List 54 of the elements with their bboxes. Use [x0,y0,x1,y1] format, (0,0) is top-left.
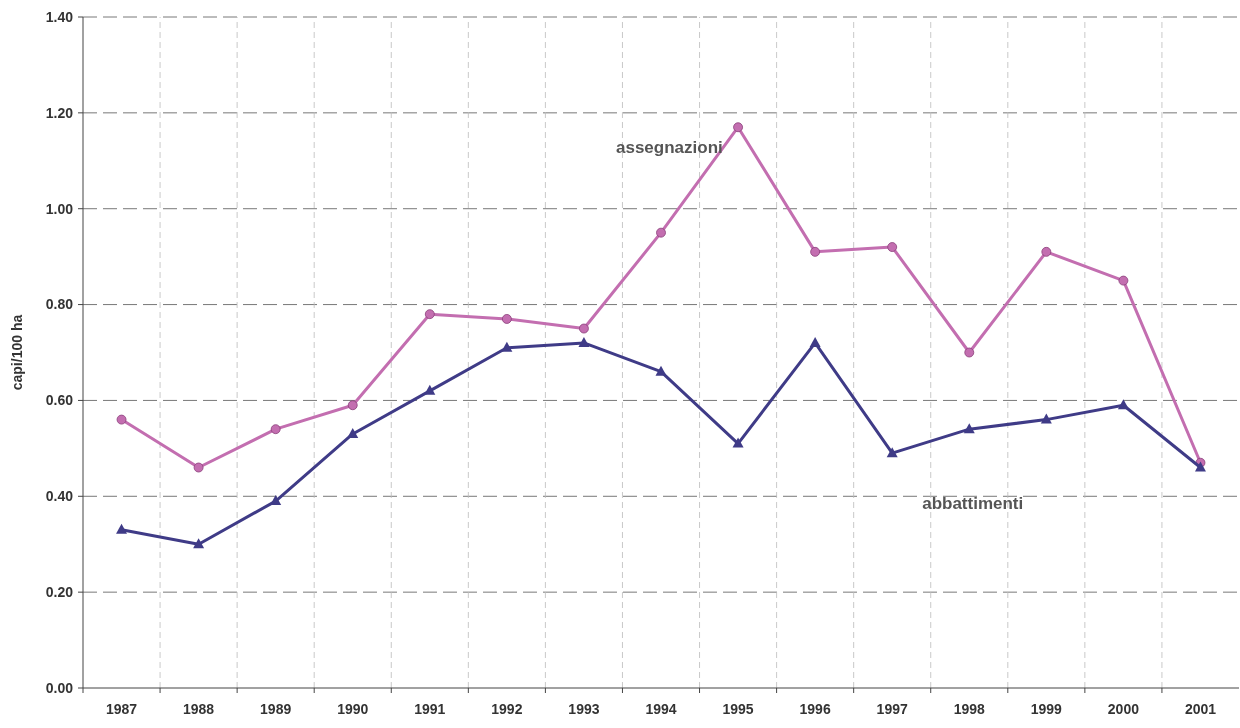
x-tick-label: 2001 [1184,701,1217,717]
point [116,414,127,425]
point [656,227,666,238]
y-tick-label: 0.20 [45,584,74,601]
x-tick-label: 1998 [953,701,986,717]
point [655,365,667,376]
y-tick-label: 1.40 [45,8,74,25]
point [501,341,513,352]
point [809,336,821,347]
point [347,427,359,438]
point [193,462,204,473]
point [424,309,435,320]
text: abbattimenti [922,494,1024,514]
point [963,423,975,434]
y-tick-label: 0.00 [45,679,74,696]
x-tick-label: 1994 [645,701,677,717]
y-axis-title: capi/100 ha [9,314,25,391]
x-tick-label: 1996 [799,701,831,717]
point [732,437,744,448]
point [193,538,205,549]
series-label: assegnazioni [616,137,723,157]
point [116,523,128,534]
x-tick-label: 1997 [876,701,908,717]
x-tick-label: 1989 [260,701,292,717]
y-tick-label: 1.00 [45,200,74,217]
point [1041,246,1052,257]
x-tick-label: 1991 [414,701,446,717]
point [347,400,358,411]
point [424,384,436,395]
y-tick-label: 0.40 [45,488,74,505]
x-tick-label: 1990 [337,701,369,717]
y-tick-label: 1.20 [45,104,74,121]
x-tick-label: 2000 [1107,701,1140,717]
point [886,447,898,458]
point [579,323,589,334]
point [1117,399,1129,410]
x-tick-label: 1992 [491,701,523,717]
point [810,246,821,257]
x-tick-label: 1988 [183,701,215,717]
point [270,424,281,435]
point [1118,275,1129,286]
point [1194,461,1206,472]
x-tick-label: 1995 [722,701,754,717]
point [964,347,975,358]
x-tick-label: 1987 [105,701,138,717]
point [887,242,898,252]
y-tick-label: 0.80 [45,296,74,313]
point [578,336,590,347]
point [1040,413,1052,424]
x-tick-label: 1993 [568,701,600,717]
x-tick-label: 1999 [1030,701,1063,717]
y-tick-label: 0.60 [45,392,74,409]
point [501,314,512,324]
point [733,122,743,133]
